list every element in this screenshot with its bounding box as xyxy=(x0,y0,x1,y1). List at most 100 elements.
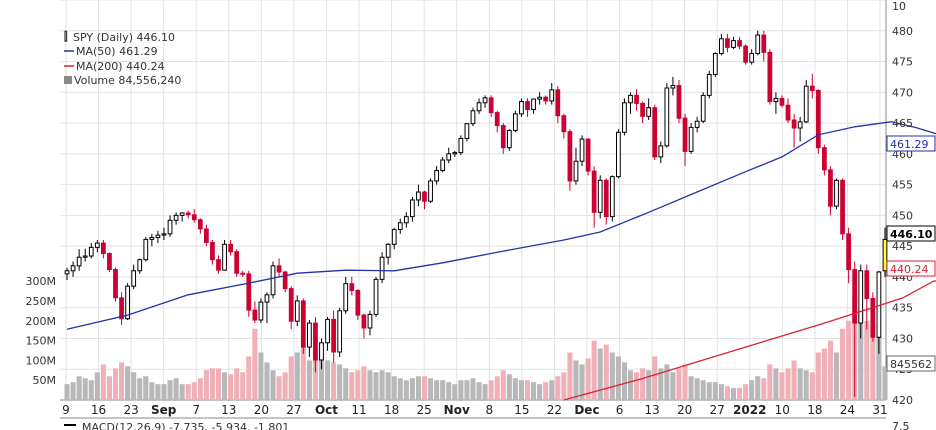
volume-bar xyxy=(82,378,88,400)
candle-body xyxy=(143,238,149,261)
volume-bar xyxy=(294,352,300,400)
candle-body xyxy=(864,270,870,299)
volume-bar xyxy=(500,370,506,400)
volume-bar xyxy=(833,352,840,400)
volume-bar xyxy=(476,382,482,400)
volume-bars xyxy=(64,297,888,400)
candle-body xyxy=(204,228,209,243)
candle-body xyxy=(488,97,494,114)
volume-bar xyxy=(724,386,730,400)
candle-body xyxy=(161,233,167,236)
candle-body xyxy=(761,34,767,53)
candle-body xyxy=(367,313,373,329)
x-tick-label: 22 xyxy=(547,403,562,417)
macd-legend: MACD(12,26,9) -7.735, -5.934, -1.801 xyxy=(82,421,289,430)
candle-body xyxy=(840,179,845,235)
candle-body xyxy=(773,97,779,103)
volume-bar xyxy=(712,382,718,400)
candle-body xyxy=(185,212,191,216)
volume-bar xyxy=(864,320,870,400)
candle-body xyxy=(779,97,785,106)
volume-bar xyxy=(737,388,743,400)
x-tick-label: 9 xyxy=(62,403,70,417)
volume-bar xyxy=(361,366,367,400)
candle-body xyxy=(664,87,670,147)
volume-bar xyxy=(591,340,597,400)
candle-body xyxy=(494,112,500,127)
candle-body xyxy=(834,179,839,207)
candle-body xyxy=(234,251,240,274)
candle-body xyxy=(525,101,530,111)
volume-bar xyxy=(858,308,864,400)
volume-bar xyxy=(627,370,634,400)
volume-bar xyxy=(282,372,288,400)
candle-body xyxy=(70,265,76,272)
candle-body xyxy=(246,273,252,311)
volume-bar xyxy=(355,370,361,400)
ma200-line xyxy=(563,280,936,401)
candle-body xyxy=(228,243,233,253)
volume-bar xyxy=(106,376,112,400)
x-tick-label: 8 xyxy=(485,403,493,417)
y-tick-label: 475 xyxy=(892,56,913,69)
macd-axis-label: 7.5 xyxy=(892,420,910,430)
candle-body xyxy=(385,243,391,258)
volume-bar xyxy=(482,384,488,400)
candle-body xyxy=(137,259,143,272)
volume-bar xyxy=(827,340,833,400)
candle-body xyxy=(397,222,403,231)
candle-body xyxy=(700,94,706,122)
volume-bar xyxy=(325,360,331,400)
volume-bar xyxy=(785,368,791,400)
volume-bar xyxy=(367,370,373,400)
candle-body xyxy=(658,145,664,158)
volume-bar xyxy=(270,370,276,400)
volume-bar xyxy=(646,370,652,400)
volume-bar xyxy=(385,372,391,400)
y-tick-label: 455 xyxy=(892,179,913,192)
candle-body xyxy=(603,179,609,218)
volume-bar xyxy=(870,324,876,400)
svg-text:440.24: 440.24 xyxy=(890,263,929,276)
candle-body xyxy=(622,102,627,133)
volume-bar xyxy=(621,362,627,400)
candle-body xyxy=(543,96,549,102)
volume-bar xyxy=(234,368,240,400)
volume-bar xyxy=(597,348,603,400)
candle-body xyxy=(476,102,482,112)
volume-bar xyxy=(670,372,676,400)
candle-body xyxy=(531,98,536,111)
x-tick-label: 27 xyxy=(286,403,301,417)
legend-ma200: MA(200) 440.24 xyxy=(76,60,165,73)
volume-bar xyxy=(882,366,888,400)
candle-body xyxy=(640,102,645,117)
volume-tick-label: 300M xyxy=(26,275,57,288)
candle-body xyxy=(428,180,433,202)
volume-bar xyxy=(161,384,167,400)
volume-bar xyxy=(555,376,561,400)
chart-legend: ⫿ SPY (Daily) 446.10 MA(50) 461.29 MA(20… xyxy=(64,30,181,87)
y-tick-label: 450 xyxy=(892,209,913,222)
volume-bar xyxy=(76,376,82,400)
x-tick-label: 16 xyxy=(91,403,106,417)
volume-bar xyxy=(464,380,470,400)
ma200-tag: 440.24 xyxy=(886,260,936,277)
candle-body xyxy=(573,160,579,182)
volume-bar xyxy=(264,362,270,400)
last-price-tag: 446.10 xyxy=(886,225,936,242)
x-tick-label: 25 xyxy=(417,403,432,417)
volume-bar xyxy=(579,364,585,400)
x-tick-label: 27 xyxy=(710,403,725,417)
legend-ma50: MA(50) 461.29 xyxy=(76,45,158,58)
x-tick-label: 7 xyxy=(192,403,200,417)
candle-body xyxy=(191,214,197,221)
candle-body xyxy=(76,256,82,267)
candle-body xyxy=(361,314,367,329)
x-tick-label: 10 xyxy=(775,403,790,417)
candle-body xyxy=(452,152,458,155)
volume-bar xyxy=(112,368,119,400)
candle-body xyxy=(373,278,379,315)
y-tick-label: 10 xyxy=(892,0,906,13)
candle-body xyxy=(222,243,227,271)
x-tick-label: 23 xyxy=(123,403,138,417)
